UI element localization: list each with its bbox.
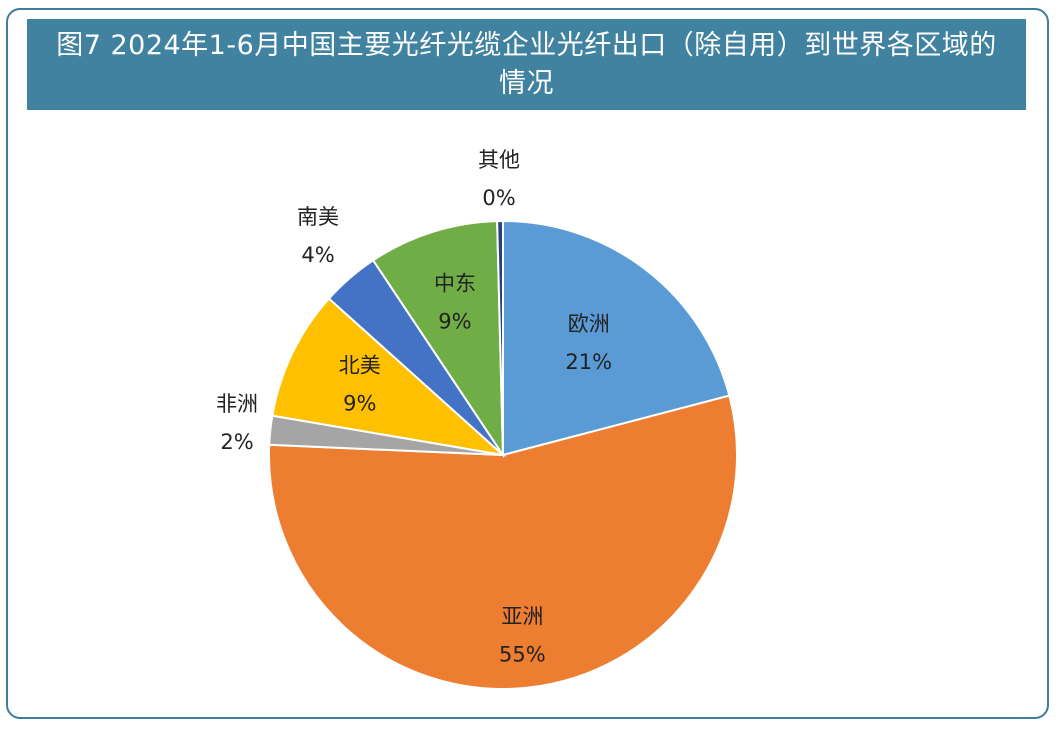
- slice-name-label: 亚洲: [501, 604, 543, 628]
- slice-value-label: 9%: [438, 309, 471, 333]
- pie-slices: [268, 219, 738, 690]
- pie-slice-2: [268, 394, 738, 690]
- slice-name-label: 其他: [478, 148, 520, 172]
- slice-name-label: 北美: [339, 354, 381, 378]
- slice-value-label: 4%: [301, 243, 334, 267]
- slice-value-label: 9%: [343, 392, 376, 416]
- slice-name-label: 非洲: [216, 392, 258, 416]
- slice-name-label: 南美: [297, 205, 339, 229]
- pie-slice-4: [271, 297, 507, 457]
- slice-value-label: 55%: [499, 642, 546, 666]
- pie-slice-7: [496, 219, 504, 456]
- chart-title-bar: 图7 2024年1-6月中国主要光纤光缆企业光纤出口（除自用）到世界各区域的情况: [27, 19, 1026, 110]
- slice-name-label: 欧洲: [568, 312, 610, 336]
- slice-value-label: 21%: [565, 350, 612, 374]
- chart-title: 图7 2024年1-6月中国主要光纤光缆企业光纤出口（除自用）到世界各区域的情况: [56, 29, 997, 99]
- slice-value-label: 0%: [482, 186, 515, 210]
- pie-labels: 欧洲 21% 亚洲 55% 非洲 2% 北美 9% 南美 4% 中东 9% 其他 0%: [216, 148, 612, 666]
- slice-value-label: 2%: [220, 430, 253, 454]
- pie-slice-6: [371, 220, 505, 459]
- pie-slice-1: [502, 219, 731, 457]
- slice-name-label: 中东: [434, 271, 476, 295]
